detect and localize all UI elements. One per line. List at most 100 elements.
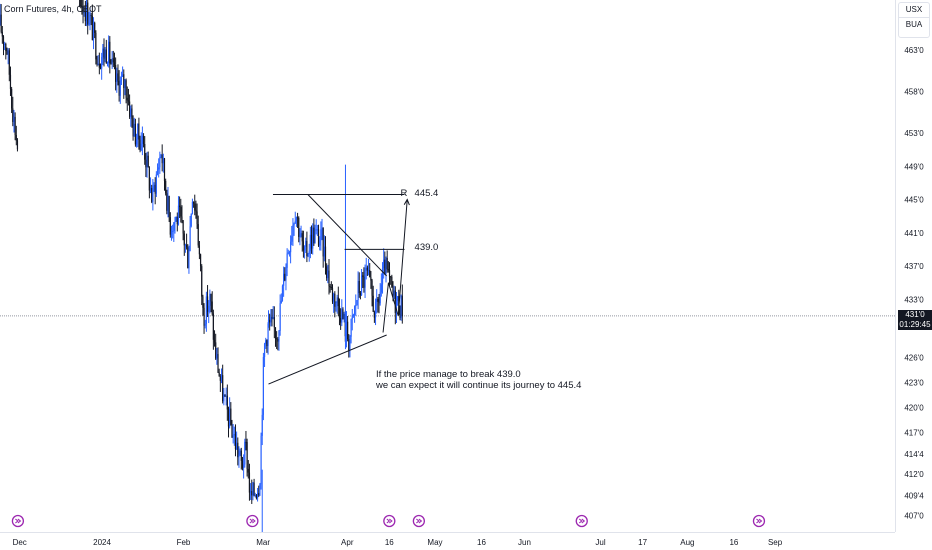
- currency-button[interactable]: USX: [905, 5, 923, 14]
- candle-body: [243, 464, 245, 469]
- note-line-1: If the price manage to break 439.0: [376, 369, 521, 380]
- candle-body: [247, 468, 249, 473]
- candle-body: [152, 185, 154, 202]
- candle-body: [233, 434, 235, 436]
- candle-body: [106, 63, 109, 65]
- candle-body: [160, 154, 162, 158]
- candle-body: [397, 296, 399, 301]
- candle-body: [295, 217, 298, 221]
- candle-body: [362, 275, 364, 277]
- candle-body: [390, 276, 392, 278]
- candle-body: [367, 270, 370, 272]
- candle-body: [245, 441, 247, 443]
- price-scale-controls[interactable]: USX BUA: [898, 2, 930, 38]
- candle-body: [294, 220, 296, 224]
- candle-body: [217, 354, 219, 373]
- candle-body: [359, 293, 362, 295]
- candle-body: [201, 266, 203, 297]
- candle-body: [308, 250, 310, 255]
- candle-body: [88, 23, 90, 25]
- candle-body: [128, 101, 131, 117]
- candle-body: [337, 297, 339, 307]
- unit-button[interactable]: BUA: [905, 20, 923, 29]
- price-tick-label: 433'0: [904, 295, 924, 304]
- candle-body: [400, 295, 402, 318]
- candle-body: [166, 193, 168, 211]
- candle-body: [250, 491, 252, 493]
- candle-body: [269, 319, 271, 323]
- candle-body: [379, 292, 381, 304]
- countdown-label: 01:29:45: [899, 319, 931, 329]
- candle-body: [239, 450, 241, 455]
- time-axis-border: [0, 532, 895, 533]
- candle-body: [244, 441, 246, 465]
- candle-body: [241, 460, 244, 469]
- price-tick-label: 417'0: [904, 428, 924, 437]
- divider: [899, 17, 929, 18]
- candle-body: [312, 227, 314, 249]
- candle-body: [284, 273, 286, 281]
- candle-body: [267, 319, 270, 325]
- candle-body: [94, 22, 96, 33]
- candle-body: [169, 217, 171, 235]
- candle-body: [91, 16, 93, 41]
- candle-body: [89, 14, 91, 24]
- candle-body: [14, 116, 16, 135]
- candle-body: [327, 270, 329, 279]
- candle-body: [8, 50, 10, 75]
- candle-body: [205, 296, 207, 324]
- candles-layer: [0, 0, 403, 532]
- candle-body: [358, 280, 360, 294]
- candle-body: [324, 246, 327, 267]
- candle-body: [223, 394, 225, 402]
- candle-body: [363, 276, 365, 288]
- candle-body: [395, 300, 398, 314]
- candle-body: [170, 231, 173, 235]
- event-marker-glyph: [249, 518, 256, 524]
- time-axis[interactable]: Dec 2024 Feb Mar Apr 16 May 16 Jun Jul 17 Aug 16 Sep: [13, 538, 783, 547]
- price-tick-label: 414'4: [904, 450, 924, 459]
- candle-body: [117, 73, 119, 81]
- candle-body: [293, 223, 295, 226]
- candle-body: [273, 317, 275, 328]
- candle-body: [356, 300, 358, 305]
- time-tick-label: 2024: [93, 538, 111, 547]
- candle-body: [204, 323, 206, 326]
- candle-body: [300, 233, 302, 237]
- candle-body: [97, 63, 99, 65]
- candle-body: [6, 51, 8, 55]
- candle-body: [9, 74, 12, 89]
- candle-body: [190, 213, 192, 227]
- candle-body: [147, 155, 149, 168]
- candle-body: [366, 267, 368, 271]
- candle-body: [80, 0, 82, 7]
- candle-body: [180, 206, 182, 217]
- candle-body: [306, 241, 308, 257]
- candle-body: [276, 338, 278, 340]
- candle-body: [15, 134, 17, 141]
- support-trendline: [268, 334, 387, 385]
- candle-body: [310, 234, 313, 249]
- price-tick-label: 420'0: [904, 403, 924, 412]
- candle-body: [252, 482, 254, 496]
- candle-body: [393, 290, 395, 296]
- candle-body: [102, 48, 104, 58]
- price-tick-label: 463'0: [904, 46, 924, 55]
- candle-body: [338, 306, 341, 318]
- candle-body: [13, 116, 15, 122]
- candle-body: [353, 306, 356, 315]
- candle-body: [364, 270, 366, 288]
- candle-body: [215, 342, 217, 359]
- drawing-layer: [268, 194, 410, 385]
- candle-body: [161, 154, 163, 164]
- candle-body: [135, 139, 138, 145]
- candle-body: [134, 123, 137, 145]
- price-tick-label: 445'0: [904, 196, 924, 205]
- price-axis[interactable]: 463'0 458'0 453'0 449'0 445'0 441'0 437'0 433'0…: [904, 46, 924, 521]
- candle-body: [199, 254, 202, 267]
- candle-body: [2, 36, 5, 45]
- event-marker-glyph: [416, 518, 423, 524]
- time-tick-label: Jul: [595, 538, 605, 547]
- price-axis-border: [895, 0, 896, 532]
